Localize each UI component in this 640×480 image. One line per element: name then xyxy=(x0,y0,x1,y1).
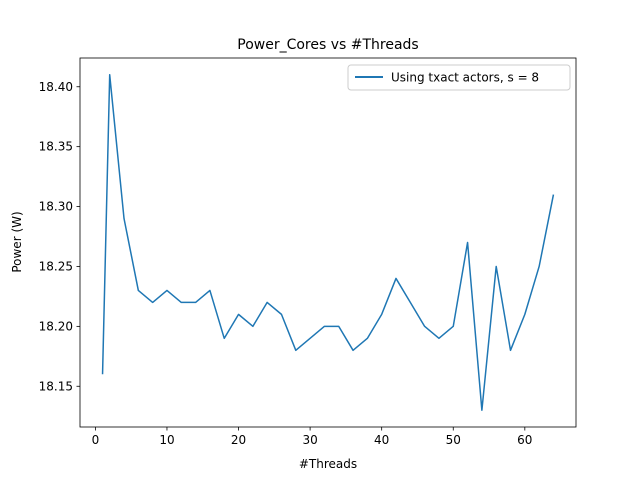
legend: Using txact actors, s = 8 xyxy=(347,64,571,91)
legend-label: Using txact actors, s = 8 xyxy=(391,71,539,85)
y-tick-label: 18.20 xyxy=(39,319,73,333)
x-tick-label: 40 xyxy=(374,433,389,447)
y-tick-label: 18.25 xyxy=(39,259,73,273)
legend-box xyxy=(347,64,571,91)
x-tick-label: 50 xyxy=(446,433,461,447)
x-tick-label: 20 xyxy=(231,433,246,447)
x-tick-label: 10 xyxy=(159,433,174,447)
y-tick-label: 18.35 xyxy=(39,140,73,154)
x-tick-label: 30 xyxy=(302,433,317,447)
y-axis-label: Power (W) xyxy=(10,211,24,272)
y-tick-label: 18.40 xyxy=(39,80,73,94)
x-tick-label: 60 xyxy=(517,433,532,447)
series-line-0 xyxy=(101,74,555,411)
x-axis-label: #Threads xyxy=(299,457,357,471)
chart-title: Power_Cores vs #Threads xyxy=(237,37,418,53)
y-tick-label: 18.30 xyxy=(39,200,73,214)
axes-frame xyxy=(79,57,577,428)
plot-area: 0 10 20 30 40 50 60 18.15 18.20 18.25 18.30 18.35 18… xyxy=(39,57,577,447)
y-tick-label: 18.15 xyxy=(39,379,73,393)
x-tick-label: 0 xyxy=(92,433,100,447)
